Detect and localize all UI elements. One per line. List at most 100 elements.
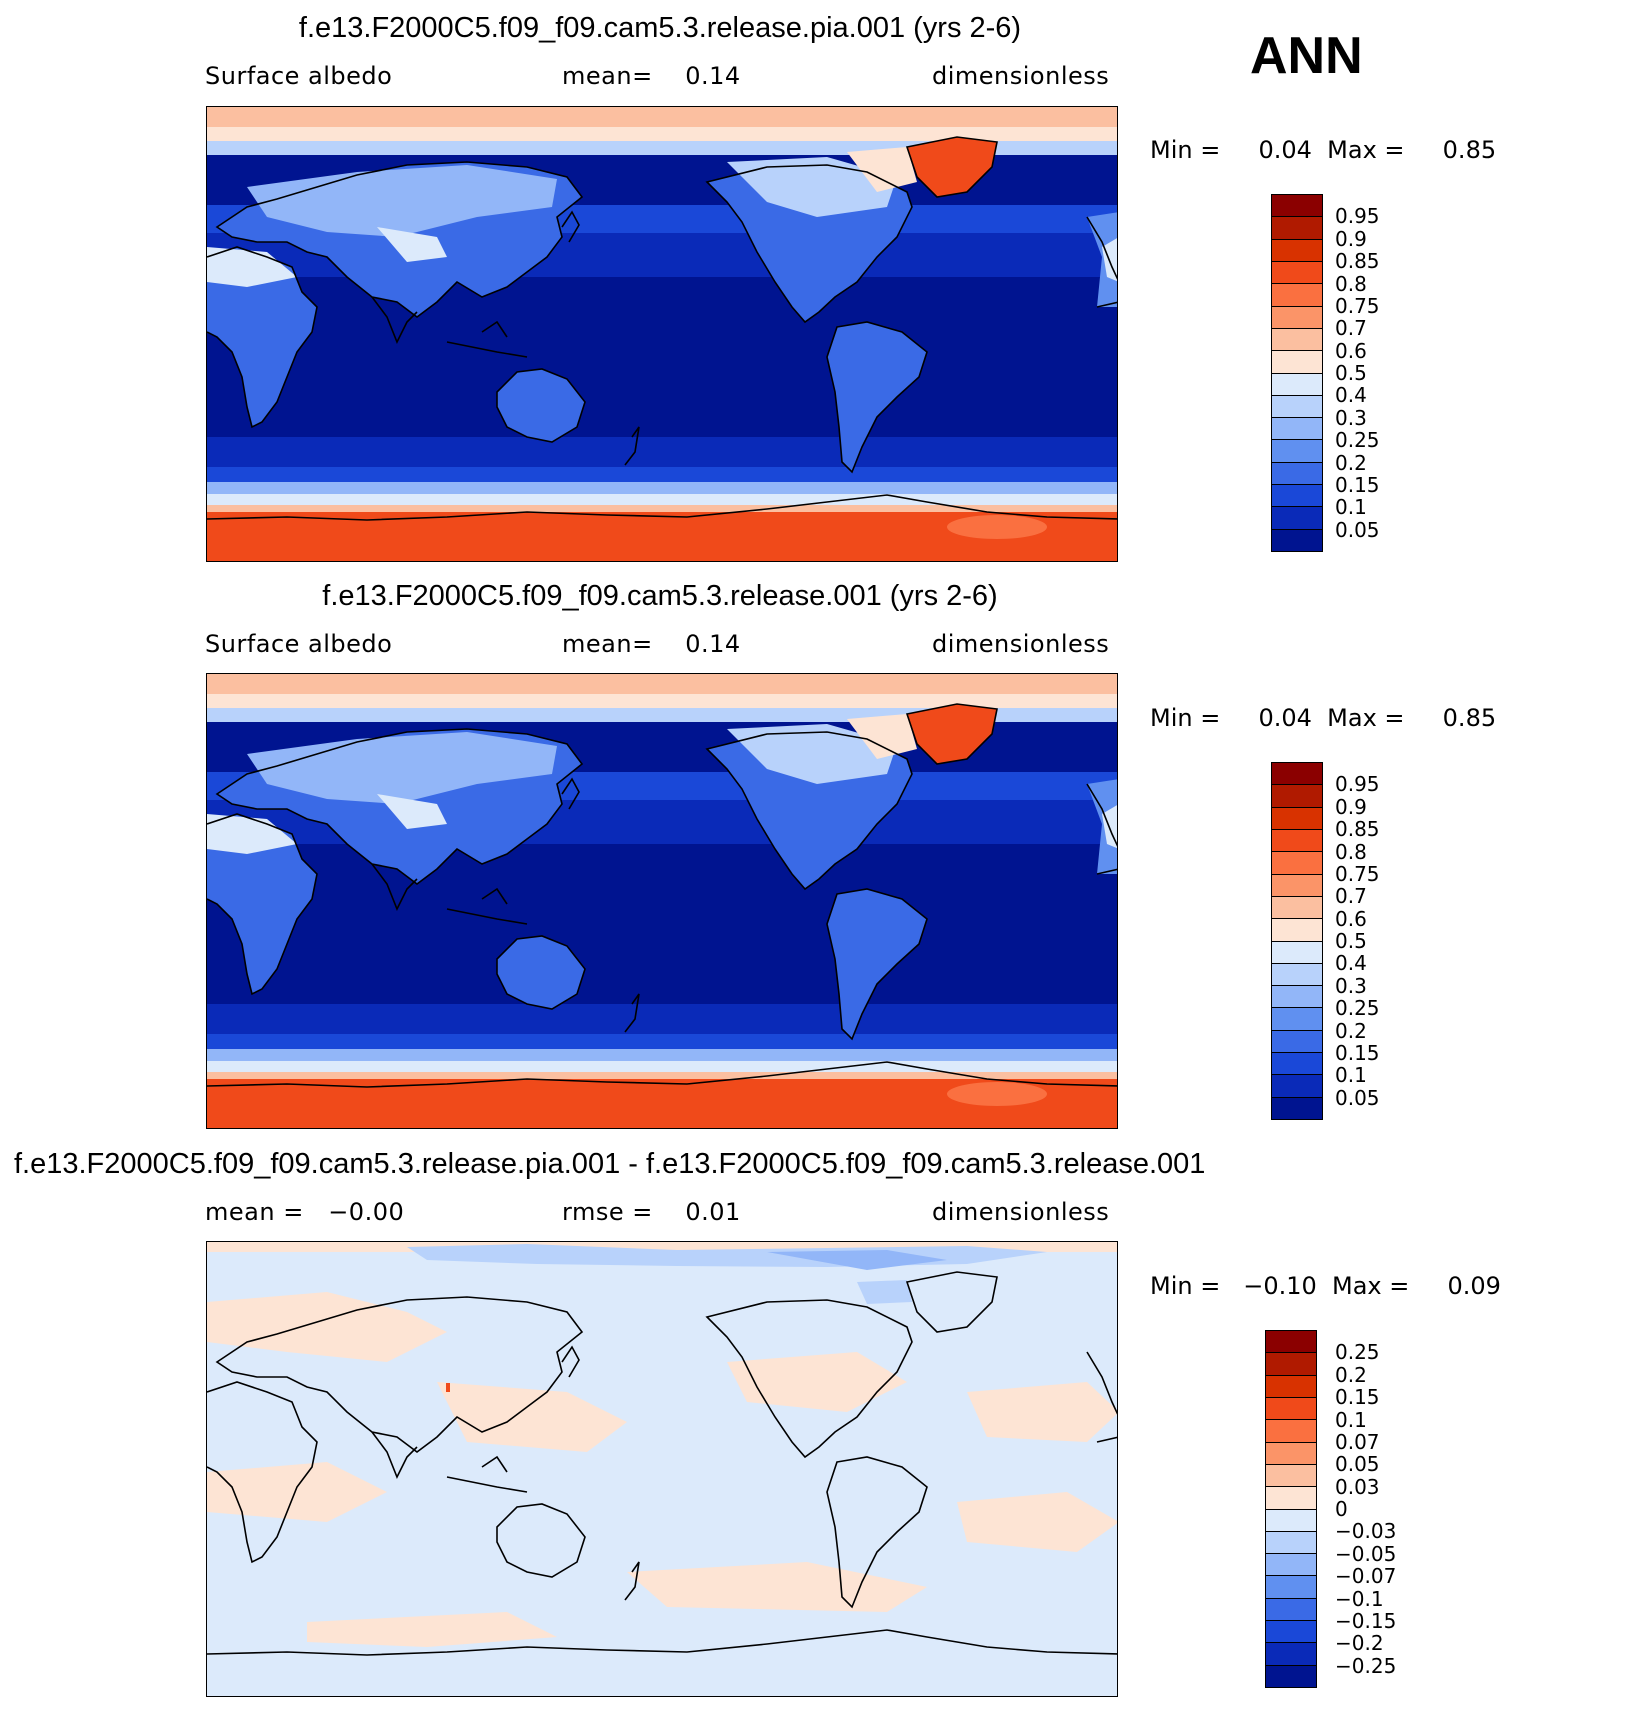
colorbar-segment (1272, 919, 1322, 942)
colorbar-segment (1272, 284, 1322, 307)
colorbar-tick-label: 0.8 (1335, 271, 1367, 296)
colorbar-tick-label: 0.8 (1335, 839, 1367, 864)
colorbar-tick-label: 0.95 (1335, 772, 1380, 797)
colorbar-tick-label: 0.15 (1335, 472, 1380, 497)
colorbar-segment (1266, 1576, 1316, 1599)
panel-3-mean: mean = −0.00 (205, 1198, 405, 1226)
panel-3-colorbar-labels: 0.25 0.2 0.15 0.1 0.07 0.05 0.03 0 −0.03 −0.05 −0.… (1335, 1330, 1465, 1688)
colorbar-tick-label: 0.85 (1335, 249, 1380, 274)
panel-1-map (206, 106, 1118, 562)
colorbar-segment (1266, 1509, 1316, 1532)
colorbar-segment (1272, 373, 1322, 396)
panel-2-mean: mean= 0.14 (562, 630, 741, 658)
colorbar-tick-label: −0.03 (1335, 1519, 1397, 1544)
colorbar-tick-label: 0.3 (1335, 973, 1367, 998)
colorbar-tick-label: 0.6 (1335, 338, 1367, 363)
colorbar-segment (1266, 1397, 1316, 1421)
colorbar-segment (1266, 1665, 1316, 1687)
panel-2-units: dimensionless (932, 630, 1110, 658)
colorbar-tick-label: 0.5 (1335, 929, 1367, 953)
colorbar-tick-label: −0.15 (1335, 1608, 1397, 1633)
colorbar-tick-label: 0.75 (1335, 293, 1380, 318)
colorbar-tick-label: 0.1 (1335, 1063, 1367, 1088)
colorbar-segment (1272, 763, 1322, 786)
colorbar-tick-label: 0.07 (1335, 1429, 1380, 1454)
colorbar-segment (1272, 852, 1322, 875)
colorbar-tick-label: 0.9 (1335, 794, 1367, 819)
colorbar-segment (1272, 328, 1322, 352)
colorbar-segment (1272, 1030, 1322, 1054)
colorbar-tick-label: 0.03 (1335, 1474, 1380, 1499)
panel-1-mean: mean= 0.14 (562, 62, 741, 90)
panel-3-colorbar (1265, 1330, 1317, 1688)
colorbar-segment (1272, 963, 1322, 987)
colorbar-segment (1266, 1554, 1316, 1577)
colorbar-tick-label: 0.25 (1335, 1340, 1380, 1365)
colorbar-segment (1266, 1464, 1316, 1488)
colorbar-segment (1266, 1487, 1316, 1510)
colorbar-tick-label: 0.4 (1335, 383, 1367, 408)
colorbar-tick-label: 0 (1335, 1497, 1348, 1521)
colorbar-segment (1266, 1420, 1316, 1443)
colorbar-segment (1272, 785, 1322, 808)
colorbar-segment (1272, 874, 1322, 897)
colorbar-tick-label: −0.2 (1335, 1631, 1384, 1656)
panel-2-colorbar (1271, 762, 1323, 1120)
colorbar-segment (1272, 1008, 1322, 1031)
colorbar-tick-label: 0.25 (1335, 996, 1380, 1021)
colorbar-segment (1272, 829, 1322, 853)
colorbar-tick-label: 0.6 (1335, 906, 1367, 931)
colorbar-tick-label: 0.3 (1335, 405, 1367, 430)
colorbar-segment (1266, 1442, 1316, 1465)
colorbar-segment (1272, 507, 1322, 530)
panel-1-variable: Surface albedo (205, 62, 393, 90)
colorbar-segment (1272, 239, 1322, 262)
colorbar-tick-label: 0.05 (1335, 517, 1380, 542)
colorbar-tick-label: 0.15 (1335, 1385, 1380, 1410)
panel-1-colorbar-labels: 0.95 0.9 0.85 0.8 0.75 0.7 0.6 0.5 0.4 0.3 0.25 0.2… (1335, 194, 1455, 552)
panel-3-units: dimensionless (932, 1198, 1110, 1226)
panel-2-minmax: Min = 0.04 Max = 0.85 (1150, 704, 1497, 732)
colorbar-segment (1272, 306, 1322, 329)
colorbar-segment (1272, 807, 1322, 830)
colorbar-segment (1272, 1075, 1322, 1098)
colorbar-tick-label: 0.25 (1335, 428, 1380, 453)
colorbar-segment (1272, 351, 1322, 374)
colorbar-tick-label: 0.85 (1335, 817, 1380, 842)
colorbar-tick-label: 0.05 (1335, 1085, 1380, 1110)
colorbar-segment (1272, 217, 1322, 240)
colorbar-tick-label: 0.5 (1335, 361, 1367, 385)
colorbar-segment (1272, 986, 1322, 1009)
panel-2-title: f.e13.F2000C5.f09_f09.cam5.3.release.001… (322, 580, 998, 612)
colorbar-tick-label: 0.4 (1335, 951, 1367, 976)
colorbar-tick-label: 0.7 (1335, 884, 1367, 909)
colorbar-tick-label: −0.25 (1335, 1653, 1397, 1678)
panel-1-colorbar (1271, 194, 1323, 552)
colorbar-tick-label: 0.05 (1335, 1452, 1380, 1477)
panel-1-minmax: Min = 0.04 Max = 0.85 (1150, 136, 1497, 164)
colorbar-tick-label: 0.75 (1335, 861, 1380, 886)
colorbar-tick-label: 0.15 (1335, 1040, 1380, 1065)
panel-2-map (206, 673, 1118, 1129)
colorbar-tick-label: 0.1 (1335, 495, 1367, 520)
panel-3-minmax: Min = −0.10 Max = 0.09 (1150, 1272, 1501, 1300)
colorbar-tick-label: −0.05 (1335, 1541, 1397, 1566)
colorbar-segment (1272, 941, 1322, 964)
colorbar-segment (1272, 1097, 1322, 1119)
panel-2-colorbar-labels: 0.95 0.9 0.85 0.8 0.75 0.7 0.6 0.5 0.4 0.3 0.25 0.2… (1335, 762, 1455, 1120)
colorbar-segment (1272, 261, 1322, 285)
panel-1-units: dimensionless (932, 62, 1110, 90)
colorbar-segment (1266, 1353, 1316, 1376)
colorbar-segment (1266, 1621, 1316, 1644)
panel-2-variable: Surface albedo (205, 630, 393, 658)
colorbar-segment (1266, 1375, 1316, 1398)
colorbar-segment (1272, 1053, 1322, 1076)
colorbar-tick-label: 0.2 (1335, 1018, 1367, 1043)
panel-1-title: f.e13.F2000C5.f09_f09.cam5.3.release.pia… (298, 12, 1022, 44)
panel-3-map (206, 1241, 1118, 1697)
colorbar-segment (1272, 195, 1322, 218)
colorbar-tick-label: 0.2 (1335, 450, 1367, 475)
colorbar-tick-label: 0.1 (1335, 1407, 1367, 1432)
colorbar-tick-label: 0.7 (1335, 316, 1367, 341)
colorbar-segment (1266, 1331, 1316, 1354)
